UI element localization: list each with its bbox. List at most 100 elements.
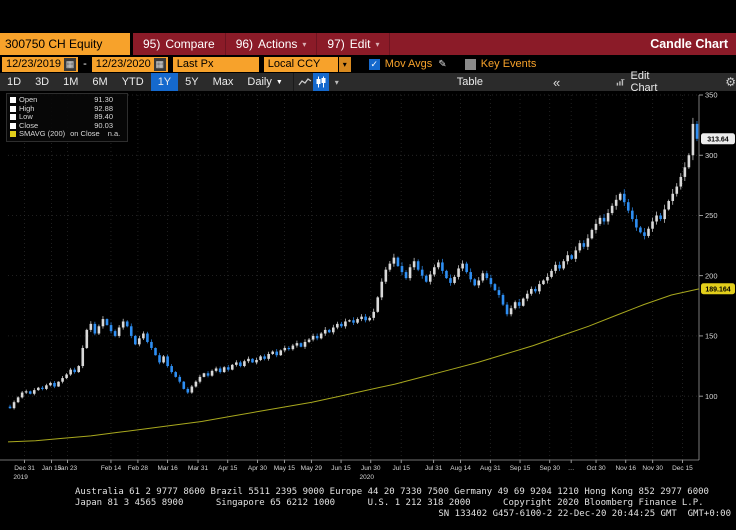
- svg-text:Jan 15: Jan 15: [42, 465, 62, 472]
- ticker-input[interactable]: 300750 CH Equity: [0, 33, 133, 55]
- edit-pencil-icon[interactable]: ✎: [438, 58, 447, 70]
- period-buttons: 1D 3D 1M 6M YTD 1Y 5Y Max: [0, 73, 240, 91]
- settings-gear-button[interactable]: ⚙: [725, 75, 736, 89]
- svg-text:Oct 30: Oct 30: [586, 465, 606, 472]
- svg-text:313.64: 313.64: [707, 137, 729, 144]
- period-ytd[interactable]: YTD: [121, 76, 144, 88]
- chart-style-caret[interactable]: ▾: [334, 77, 339, 87]
- svg-text:Jun 15: Jun 15: [331, 465, 351, 472]
- edit-chart-icon: [616, 79, 625, 86]
- period-1d[interactable]: 1D: [7, 76, 22, 88]
- legend-swatch: [10, 105, 16, 112]
- chevron-down-icon[interactable]: ▾: [338, 56, 351, 72]
- menubar-items: 95) Compare 96) Actions ▾ 97) Edit ▾: [133, 33, 391, 55]
- line-chart-icon-button[interactable]: [297, 73, 313, 91]
- svg-text:Jan 23: Jan 23: [58, 465, 78, 472]
- svg-text:Nov 30: Nov 30: [642, 465, 663, 472]
- key-events-label: Key Events: [480, 58, 537, 70]
- date-to-input[interactable]: 12/23/2020 ▦: [91, 56, 168, 72]
- svg-text:Aug 14: Aug 14: [450, 465, 471, 472]
- candle-chart-icon-button[interactable]: [312, 73, 329, 91]
- footer-contact-line-1: Australia 61 2 9777 8600 Brazil 5511 239…: [75, 487, 709, 497]
- svg-text:Jul 31: Jul 31: [425, 465, 443, 472]
- legend-row-open: Open 91.30: [10, 95, 122, 105]
- chart-type-title: Candle Chart: [650, 37, 728, 51]
- svg-text:May 15: May 15: [274, 465, 296, 472]
- svg-text:Feb 14: Feb 14: [101, 465, 122, 472]
- date-from-input[interactable]: 12/23/2019 ▦: [2, 56, 79, 72]
- svg-text:150: 150: [705, 332, 718, 341]
- period-max[interactable]: Max: [212, 76, 234, 88]
- menu-edit[interactable]: 97) Edit ▾: [317, 33, 391, 55]
- legend-swatch: [10, 97, 16, 104]
- currency-select[interactable]: Local CCY ▾: [263, 56, 351, 72]
- svg-text:2020: 2020: [360, 474, 375, 481]
- frequency-value: Daily: [247, 76, 272, 88]
- frequency-dropdown[interactable]: Daily ▼: [240, 76, 289, 88]
- menu-compare[interactable]: 95) Compare: [133, 33, 226, 55]
- svg-text:May 29: May 29: [301, 465, 323, 472]
- legend-row-close: Close 90.03: [10, 121, 122, 131]
- svg-text:Aug 31: Aug 31: [480, 465, 501, 472]
- menu-actions[interactable]: 96) Actions ▾: [226, 33, 318, 55]
- period-1m[interactable]: 1M: [63, 76, 79, 88]
- chart-area: 100 150 200 250 300 350 Dec 31 2019 Jan 15 Jan 23…: [0, 91, 736, 484]
- chart-legend: Open 91.30 High 92.88 Low 89.40 Close 90.03 SMAV…: [6, 93, 128, 142]
- svg-text:Dec 31: Dec 31: [14, 465, 35, 472]
- period-6m[interactable]: 6M: [92, 76, 108, 88]
- top-black-strip: [0, 0, 736, 33]
- candle-chart-icon: [316, 76, 326, 88]
- function-menubar: 300750 CH Equity 95) Compare 96) Actions ▾ 97…: [0, 33, 736, 55]
- key-events-checkbox[interactable]: [464, 58, 476, 70]
- legend-swatch: [10, 131, 16, 138]
- svg-text:350: 350: [705, 91, 718, 100]
- legend-row-low: Low 89.40: [10, 112, 122, 122]
- svg-text:Apr 30: Apr 30: [248, 465, 268, 472]
- mov-avgs-checkbox[interactable]: ✓: [368, 58, 380, 70]
- svg-text:2019: 2019: [13, 474, 28, 481]
- collapse-panel-button[interactable]: «: [553, 74, 561, 90]
- period-1y[interactable]: 1Y: [150, 73, 179, 91]
- table-button[interactable]: Table: [456, 76, 484, 88]
- terminal-footer: Australia 61 2 9777 8600 Brazil 5511 239…: [0, 484, 736, 530]
- currency-value: Local CCY: [263, 56, 338, 72]
- svg-text:Jun 30: Jun 30: [361, 465, 381, 472]
- period-5y[interactable]: 5Y: [185, 76, 199, 88]
- svg-text:Sep 15: Sep 15: [510, 465, 531, 472]
- svg-text:Dec 15: Dec 15: [672, 465, 693, 472]
- svg-text:200: 200: [705, 271, 718, 280]
- legend-row-high: High 92.88: [10, 104, 122, 114]
- legend-swatch: [10, 114, 16, 121]
- legend-swatch: [10, 122, 16, 129]
- svg-text:Mar 31: Mar 31: [188, 465, 209, 472]
- svg-text:Apr 15: Apr 15: [218, 465, 238, 472]
- date-to-value: 12/23/2020: [95, 58, 151, 70]
- svg-text:100: 100: [705, 392, 718, 401]
- chart-toolbar: 1D 3D 1M 6M YTD 1Y 5Y Max Daily ▼ ▾ Table «: [0, 70, 736, 94]
- price-field-select[interactable]: Last Px: [172, 56, 259, 72]
- date-range-dash: -: [83, 58, 87, 70]
- date-from-value: 12/23/2019: [6, 58, 62, 70]
- calendar-icon[interactable]: ▦: [153, 57, 166, 71]
- svg-text:Jul 15: Jul 15: [392, 465, 410, 472]
- footer-contact-line-2: Japan 81 3 4565 8900 Singapore 65 6212 1…: [75, 498, 704, 508]
- mov-avgs-label: Mov Avgs: [384, 58, 433, 70]
- svg-text:250: 250: [705, 211, 718, 220]
- calendar-icon[interactable]: ▦: [64, 57, 77, 71]
- divider: [292, 73, 294, 91]
- svg-text:…: …: [568, 465, 575, 472]
- legend-row-smavg-200-: SMAVG (200) on Close n.a.: [10, 129, 122, 139]
- period-3d[interactable]: 3D: [35, 76, 50, 88]
- chart-controls-row: 12/23/2019 ▦ - 12/23/2020 ▦ Last Px Loca…: [0, 55, 736, 73]
- svg-text:300: 300: [705, 151, 718, 160]
- svg-text:Sep 30: Sep 30: [539, 465, 560, 472]
- footer-session-line: SN 133402 G457-6100-2 22-Dec-20 20:44:25…: [438, 509, 731, 519]
- svg-text:Nov 16: Nov 16: [615, 465, 636, 472]
- svg-text:Feb 28: Feb 28: [128, 465, 149, 472]
- dropdown-icon: ▼: [275, 78, 283, 86]
- svg-text:189.164: 189.164: [705, 287, 730, 294]
- line-chart-icon: [298, 78, 311, 86]
- svg-text:Mar 16: Mar 16: [158, 465, 179, 472]
